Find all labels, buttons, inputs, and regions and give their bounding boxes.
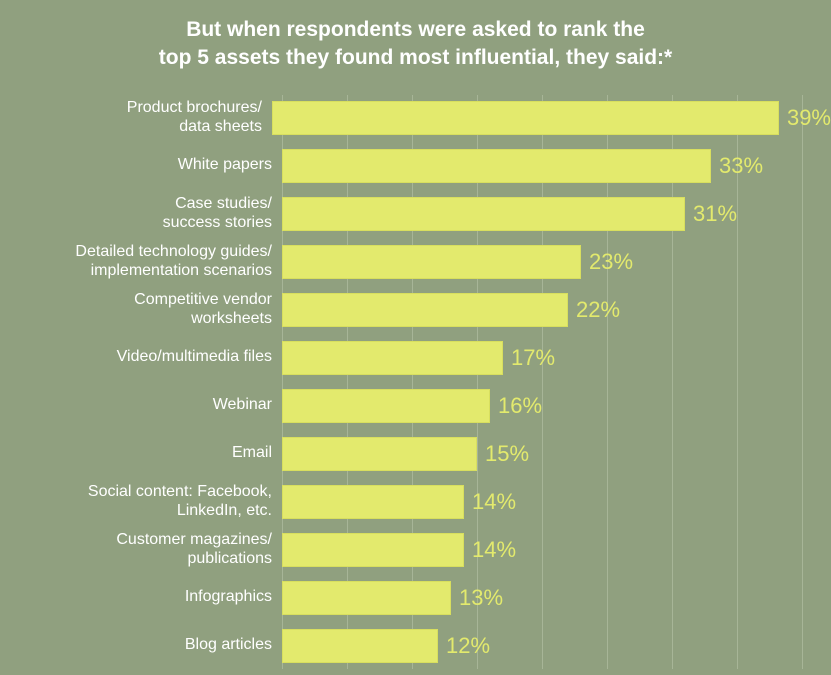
- bar: [282, 629, 438, 663]
- bar-row: Competitive vendor worksheets 22%: [0, 287, 831, 333]
- bar: [282, 293, 568, 327]
- influential-assets-chart: But when respondents were asked to rank …: [0, 0, 831, 675]
- bar: [282, 149, 711, 183]
- value-label: 33%: [719, 153, 763, 179]
- bar-row: Infographics 13%: [0, 575, 831, 621]
- bar: [282, 341, 503, 375]
- value-label: 15%: [485, 441, 529, 467]
- value-label: 12%: [446, 633, 490, 659]
- value-label: 16%: [498, 393, 542, 419]
- chart-title-line2: top 5 assets they found most influential…: [0, 44, 831, 72]
- bar-row: Webinar 16%: [0, 383, 831, 429]
- bar: [282, 245, 581, 279]
- bar-wrap: 23%: [282, 239, 831, 285]
- bar-wrap: 12%: [282, 623, 831, 669]
- category-label: Email: [0, 444, 282, 462]
- bar: [282, 485, 464, 519]
- bar-wrap: 16%: [282, 383, 831, 429]
- bar-row: Blog articles 12%: [0, 623, 831, 669]
- bar-wrap: 33%: [282, 143, 831, 189]
- bar: [282, 389, 490, 423]
- bar-row: Product brochures/ data sheets 39%: [0, 95, 831, 141]
- value-label: 31%: [693, 201, 737, 227]
- category-label: Webinar: [0, 396, 282, 414]
- category-label: Blog articles: [0, 636, 282, 654]
- bar: [282, 437, 477, 471]
- bar-row: Video/multimedia files 17%: [0, 335, 831, 381]
- bar-wrap: 13%: [282, 575, 831, 621]
- category-label: Product brochures/ data sheets: [0, 99, 272, 136]
- value-label: 39%: [787, 105, 831, 131]
- category-label: Case studies/ success stories: [0, 195, 282, 232]
- category-label: Competitive vendor worksheets: [0, 291, 282, 328]
- value-label: 13%: [459, 585, 503, 611]
- category-label: White papers: [0, 156, 282, 174]
- bar-wrap: 39%: [272, 95, 831, 141]
- bar-row: White papers 33%: [0, 143, 831, 189]
- plot-area: Product brochures/ data sheets 39% White p…: [0, 95, 831, 669]
- bar: [282, 197, 685, 231]
- bar-rows: Product brochures/ data sheets 39% White p…: [0, 95, 831, 669]
- category-label: Customer magazines/ publications: [0, 531, 282, 568]
- category-label: Detailed technology guides/ implementati…: [0, 243, 282, 280]
- bar: [282, 533, 464, 567]
- bar-wrap: 31%: [282, 191, 831, 237]
- bar-wrap: 17%: [282, 335, 831, 381]
- chart-title-line1: But when respondents were asked to rank …: [0, 16, 831, 44]
- bar-wrap: 22%: [282, 287, 831, 333]
- bar: [272, 101, 779, 135]
- category-label: Social content: Facebook, LinkedIn, etc.: [0, 483, 282, 520]
- bar-row: Detailed technology guides/ implementati…: [0, 239, 831, 285]
- value-label: 17%: [511, 345, 555, 371]
- bar-row: Social content: Facebook, LinkedIn, etc.…: [0, 479, 831, 525]
- bar-wrap: 14%: [282, 479, 831, 525]
- value-label: 23%: [589, 249, 633, 275]
- bar-row: Email 15%: [0, 431, 831, 477]
- chart-title: But when respondents were asked to rank …: [0, 16, 831, 73]
- category-label: Video/multimedia files: [0, 348, 282, 366]
- value-label: 14%: [472, 537, 516, 563]
- bar-wrap: 14%: [282, 527, 831, 573]
- value-label: 14%: [472, 489, 516, 515]
- bar-row: Case studies/ success stories 31%: [0, 191, 831, 237]
- value-label: 22%: [576, 297, 620, 323]
- bar-row: Customer magazines/ publications 14%: [0, 527, 831, 573]
- bar-wrap: 15%: [282, 431, 831, 477]
- bar: [282, 581, 451, 615]
- category-label: Infographics: [0, 588, 282, 606]
